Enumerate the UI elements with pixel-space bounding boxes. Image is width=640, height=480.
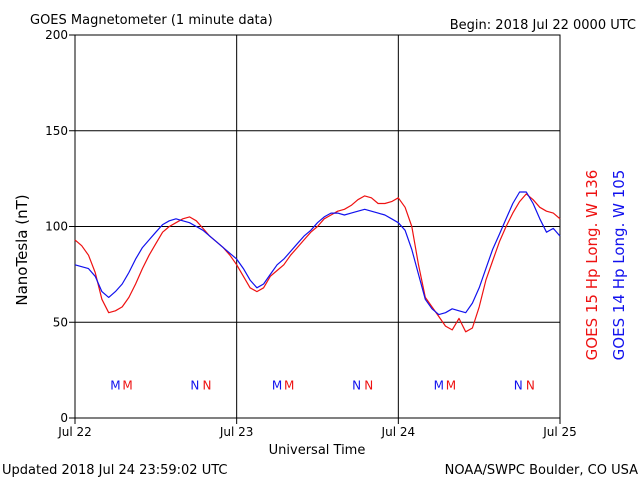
annotation-label: N — [190, 378, 199, 392]
chart-title: GOES Magnetometer (1 minute data) — [30, 13, 273, 28]
annotation-label: M — [122, 378, 132, 392]
x-tick-label: Jul 25 — [542, 425, 577, 439]
annotation-label: M — [434, 378, 444, 392]
annotation-label: M — [284, 378, 294, 392]
x-tick-label: Jul 22 — [57, 425, 92, 439]
annotation-label: M — [110, 378, 120, 392]
updated-time: Updated 2018 Jul 24 23:59:02 UTC — [2, 463, 227, 478]
annotation-label: M — [272, 378, 282, 392]
series-line-goes15 — [74, 193, 561, 333]
credit: NOAA/SWPC Boulder, CO USA — [445, 463, 638, 478]
y-tick-label: 200 — [45, 28, 68, 42]
annotation-label: N — [203, 378, 212, 392]
x-axis-label: Universal Time — [269, 443, 366, 458]
series-lines — [74, 191, 561, 333]
begin-time: Begin: 2018 Jul 22 0000 UTC — [450, 18, 636, 33]
annotation-label: N — [352, 378, 361, 392]
y-tick-label: 50 — [53, 315, 68, 329]
y-axis-label: NanoTesla (nT) — [13, 194, 31, 305]
y-axis-ticks: 0 50 100 150 200 — [45, 28, 75, 425]
x-axis-ticks: Jul 22 Jul 23 Jul 24 Jul 25 — [57, 418, 577, 439]
x-tick-label: Jul 24 — [381, 425, 416, 439]
annotation-label: N — [514, 378, 523, 392]
legend-goes15: GOES 15 Hp Long. W 136 — [583, 170, 601, 361]
y-tick-label: 150 — [45, 124, 68, 138]
x-tick-label: Jul 23 — [219, 425, 254, 439]
y-tick-label: 0 — [60, 411, 68, 425]
annotation-label: N — [364, 378, 373, 392]
annotation-label: M — [446, 378, 456, 392]
annotation-label: N — [526, 378, 535, 392]
y-tick-label: 100 — [45, 220, 68, 234]
legend-goes14: GOES 14 Hp Long. W 105 — [610, 170, 628, 361]
series-line-goes14 — [74, 191, 561, 316]
